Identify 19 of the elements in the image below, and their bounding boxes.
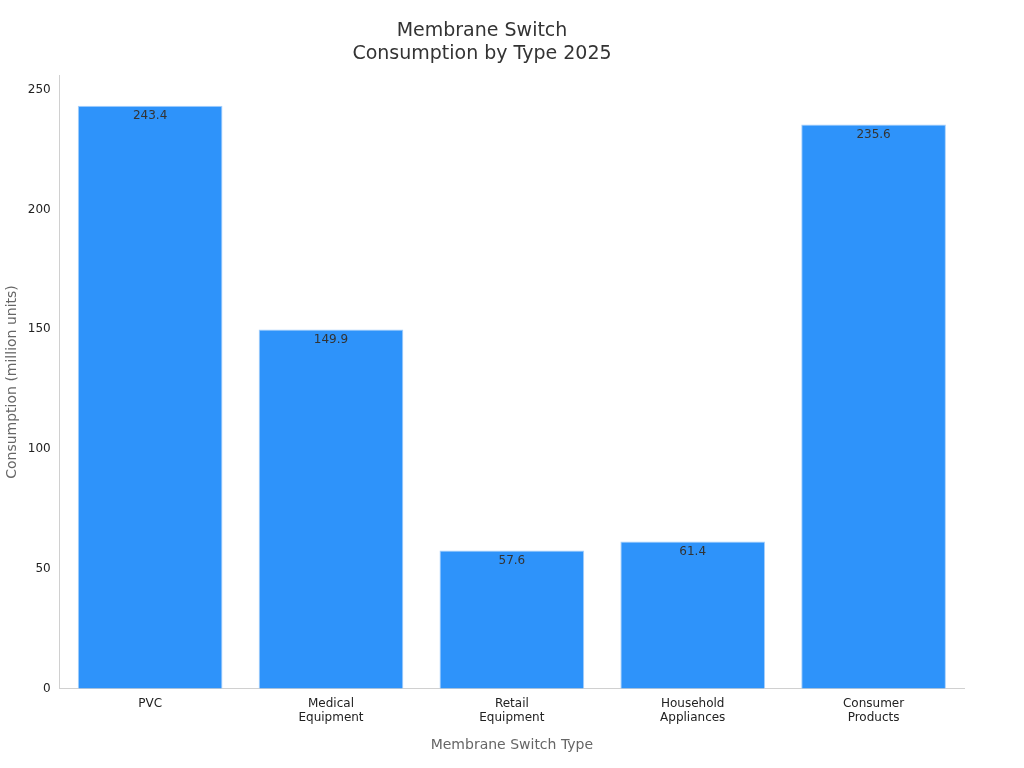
y-tick-label: 250 bbox=[27, 82, 51, 97]
x-tick-label: PVC bbox=[138, 695, 163, 710]
data-label: 243.4 bbox=[132, 107, 168, 122]
y-axis-title: Consumption (million units) bbox=[3, 285, 20, 479]
y-tick-label: 200 bbox=[27, 201, 51, 216]
data-label: 235.6 bbox=[856, 126, 891, 141]
data-label: 61.4 bbox=[679, 543, 707, 558]
y-tick-label: 100 bbox=[27, 441, 51, 456]
y-tick-label: 50 bbox=[35, 560, 51, 575]
x-tick-label: Medical Equipment bbox=[298, 695, 364, 725]
data-label: 149.9 bbox=[313, 331, 349, 346]
chart-title: Membrane Switch Consumption by Type 2025 bbox=[352, 18, 612, 64]
y-tick-label: 150 bbox=[27, 321, 51, 336]
x-axis-title: Membrane Switch Type bbox=[430, 736, 594, 753]
data-label: 57.6 bbox=[498, 552, 526, 567]
x-tick-label: Retail Equipment bbox=[479, 695, 545, 725]
y-tick-label: 0 bbox=[43, 680, 51, 695]
x-tick-label: Household Appliances bbox=[660, 695, 726, 725]
x-tick-label: Consumer Products bbox=[842, 695, 905, 725]
